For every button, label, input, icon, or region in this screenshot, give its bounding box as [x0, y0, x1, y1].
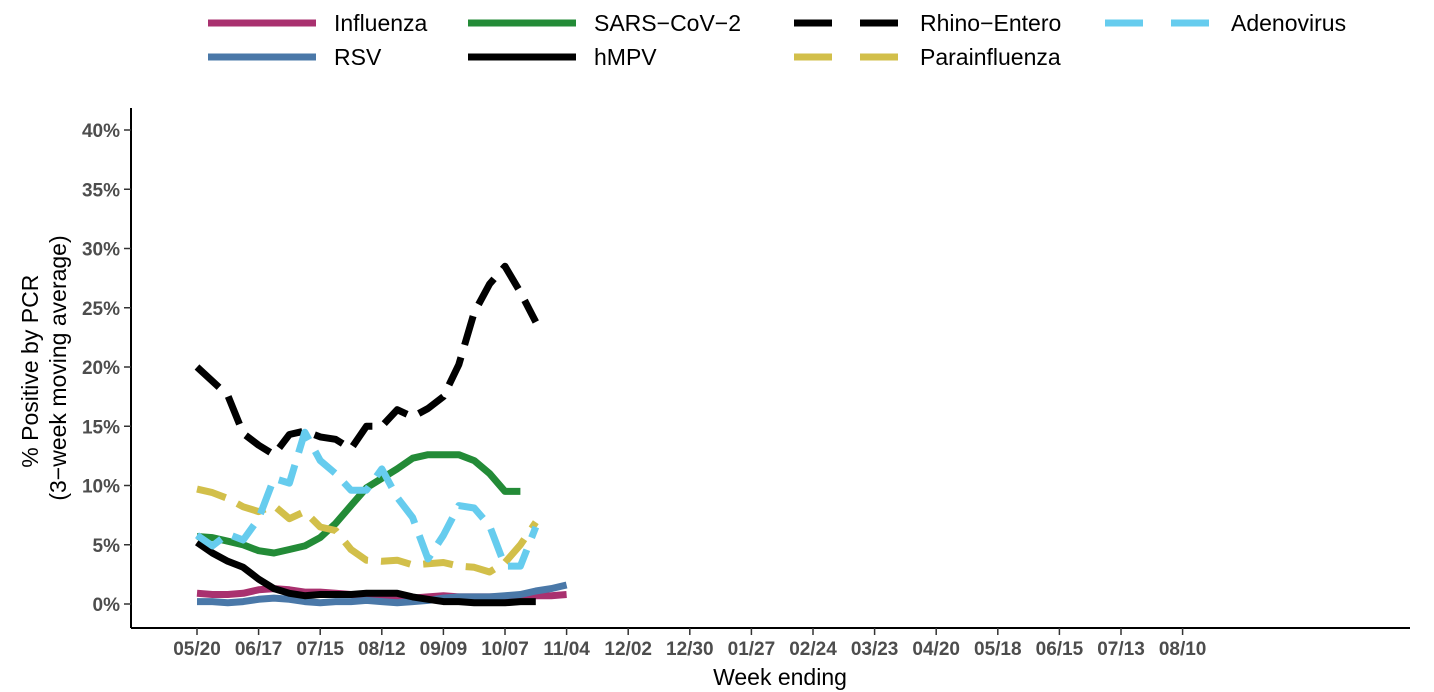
x-tick-label: 03/23: [851, 639, 899, 660]
y-axis-title: % Positive by PCR (3−week moving average…: [17, 235, 71, 500]
x-tick-label: 04/20: [912, 639, 960, 660]
y-tick-label: 10%: [82, 477, 120, 498]
series-line-parainfluenza: [196, 485, 539, 576]
y-tick-label: 25%: [82, 299, 120, 320]
legend-label: hMPV: [594, 44, 657, 70]
x-tick-label: 08/12: [358, 639, 406, 660]
legend-label: Rhino−Entero: [920, 10, 1061, 36]
series-line-sars-cov-2: [196, 451, 521, 557]
y-axis-title-line-1: % Positive by PCR: [17, 275, 43, 468]
y-tick-label: 5%: [93, 536, 121, 557]
series-line-hmpv: [195, 539, 536, 607]
legend-label: RSV: [334, 44, 382, 70]
y-axis-title-line-2: (3−week moving average): [45, 235, 71, 500]
x-ticks: 05/20 06/17 07/15 08/12 09/09 10/07 11/04 12/02…: [173, 628, 1206, 660]
x-tick-label: 07/13: [1097, 639, 1145, 660]
legend-label: Adenovirus: [1231, 10, 1346, 36]
x-tick-label: 12/30: [666, 639, 714, 660]
y-ticks: 0% 5% 10% 15% 20% 25% 30% 35% 40%: [82, 121, 131, 616]
series-layer: [194, 262, 568, 607]
x-tick-label: 05/20: [173, 639, 221, 660]
x-tick-label: 12/02: [604, 639, 652, 660]
x-axis-title: Week ending: [713, 664, 847, 690]
y-tick-label: 30%: [82, 240, 120, 261]
legend-label: Parainfluenza: [920, 44, 1061, 70]
x-tick-label: 02/24: [789, 639, 837, 660]
y-tick-label: 15%: [82, 417, 120, 438]
x-tick-label: 05/18: [974, 639, 1022, 660]
x-tick-label: 07/15: [296, 639, 344, 660]
y-tick-label: 0%: [93, 595, 121, 616]
x-tick-label: 08/10: [1159, 639, 1207, 660]
x-tick-label: 11/04: [543, 639, 590, 660]
x-tick-label: 06/15: [1036, 639, 1084, 660]
x-tick-label: 10/07: [481, 639, 529, 660]
legend-label: Influenza: [334, 10, 428, 36]
x-tick-label: 01/27: [728, 639, 776, 660]
legend: Influenza RSV SARS−CoV−2 hMPV Rhino−Entero Pa…: [208, 10, 1346, 70]
series-line-rsv: [197, 581, 568, 607]
series-line-rhino-entero: [194, 262, 539, 459]
y-tick-label: 20%: [82, 358, 120, 379]
y-tick-label: 40%: [82, 121, 120, 142]
legend-label: SARS−CoV−2: [594, 10, 741, 36]
axes: 0% 5% 10% 15% 20% 25% 30% 35% 40% 05/20 06/17 07/1…: [82, 108, 1410, 660]
y-tick-label: 35%: [82, 180, 120, 201]
x-tick-label: 06/17: [235, 639, 283, 660]
x-tick-label: 09/09: [420, 639, 468, 660]
series-line-adenovirus: [195, 428, 540, 570]
